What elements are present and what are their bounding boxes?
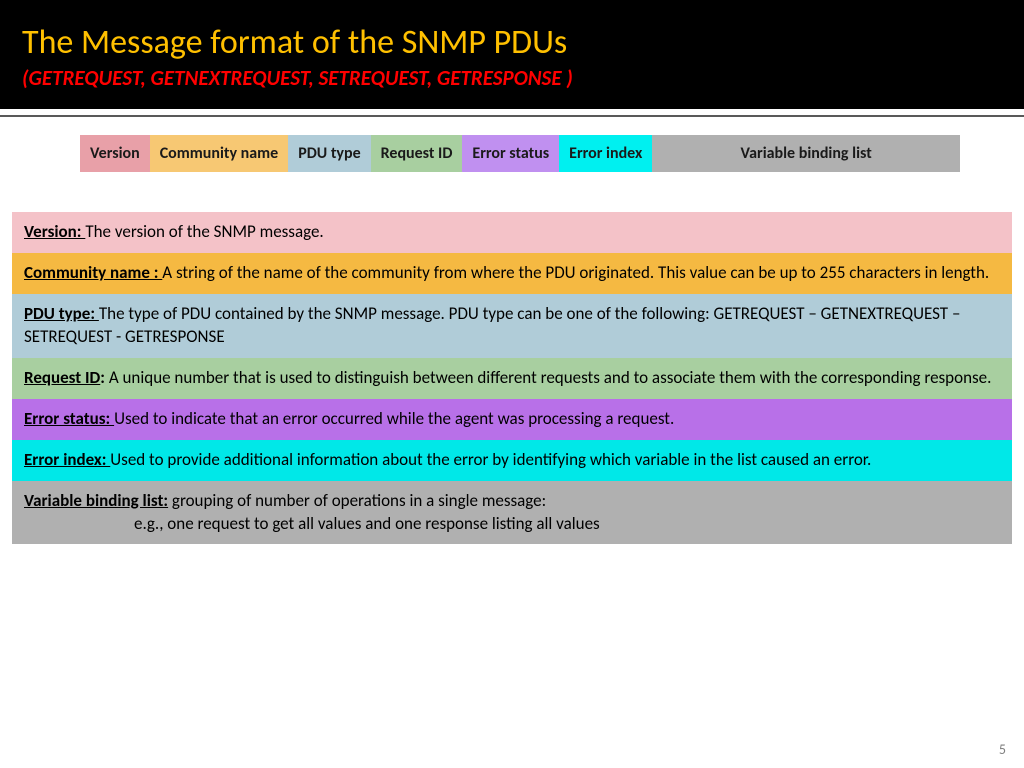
desc-version-text: The version of the SNMP message. xyxy=(85,221,323,242)
field-community: Community name xyxy=(150,135,289,172)
desc-version: Version: The version of the SNMP message… xyxy=(12,212,1012,253)
desc-varbind: Variable binding list: grouping of numbe… xyxy=(12,481,1012,545)
desc-pdutype-text: The type of PDU contained by the SNMP me… xyxy=(24,303,960,347)
field-errorstatus: Error status xyxy=(462,135,559,172)
field-version: Version xyxy=(80,135,150,172)
description-block: Version: The version of the SNMP message… xyxy=(12,212,1012,544)
field-requestid: Request ID xyxy=(371,135,463,172)
desc-errorindex-text: Used to provide additional information a… xyxy=(110,449,871,470)
desc-errorstatus-label: Error status: xyxy=(24,408,114,429)
desc-pdutype-label: PDU type: xyxy=(24,303,99,324)
slide-title: The Message format of the SNMP PDUs xyxy=(22,22,1002,63)
divider xyxy=(0,115,1024,117)
desc-pdutype: PDU type: The type of PDU contained by t… xyxy=(12,294,1012,358)
desc-requestid: Request ID: A unique number that is used… xyxy=(12,358,1012,399)
slide-subtitle: (GETREQUEST, GETNEXTREQUEST, SETREQUEST,… xyxy=(22,65,1002,91)
pdu-field-row: Version Community name PDU type Request … xyxy=(80,135,960,172)
desc-version-label: Version: xyxy=(24,221,85,242)
desc-varbind-text1: grouping of number of operations in a si… xyxy=(168,490,546,511)
desc-requestid-text: A unique number that is used to distingu… xyxy=(109,367,992,388)
desc-errorindex-label: Error index: xyxy=(24,449,110,470)
desc-errorstatus: Error status: Used to indicate that an e… xyxy=(12,399,1012,440)
desc-community-text: A string of the name of the community fr… xyxy=(162,262,989,283)
desc-errorindex: Error index: Used to provide additional … xyxy=(12,440,1012,481)
desc-requestid-label: Request ID xyxy=(24,367,100,388)
desc-requestid-colon: : xyxy=(100,367,109,388)
desc-errorstatus-text: Used to indicate that an error occurred … xyxy=(114,408,674,429)
field-varbind: Variable binding list xyxy=(652,135,960,172)
desc-community: Community name : A string of the name of… xyxy=(12,253,1012,294)
desc-varbind-text2: e.g., one request to get all values and … xyxy=(134,513,600,536)
slide-header: The Message format of the SNMP PDUs (GET… xyxy=(0,0,1024,109)
field-pdutype: PDU type xyxy=(288,135,370,172)
desc-community-label: Community name : xyxy=(24,262,162,283)
field-errorindex: Error index xyxy=(559,135,652,172)
page-number: 5 xyxy=(999,741,1006,758)
desc-varbind-label: Variable binding list: xyxy=(24,490,168,511)
